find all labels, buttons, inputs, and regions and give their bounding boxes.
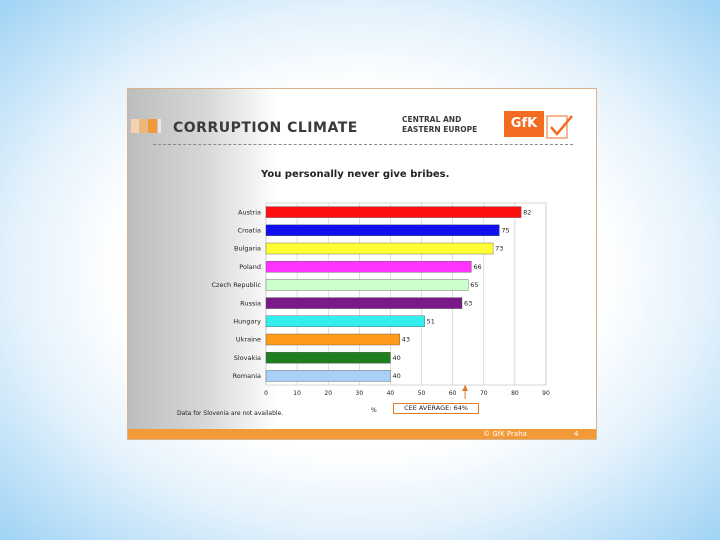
bar bbox=[265, 352, 391, 364]
bar bbox=[265, 315, 425, 328]
bar bbox=[265, 279, 469, 291]
slide: CORRUPTION CLIMATE CENTRAL AND EASTERN E… bbox=[127, 88, 597, 440]
category-label: Hungary bbox=[233, 318, 261, 326]
region-subtitle: CENTRAL AND EASTERN EUROPE bbox=[402, 115, 497, 135]
category-label: Austria bbox=[238, 208, 261, 216]
average-label-box: CEE AVERAGE: 64% bbox=[393, 403, 479, 414]
value-label: 65 bbox=[470, 281, 478, 289]
page-number: 4 bbox=[574, 430, 579, 438]
category-label: Slovakia bbox=[234, 354, 261, 362]
checkmark-icon bbox=[546, 115, 573, 139]
left-gradient-band bbox=[128, 89, 278, 429]
subtitle-line-2: EASTERN EUROPE bbox=[402, 125, 478, 134]
x-tick-label: 20 bbox=[324, 390, 332, 397]
x-tick-label: 90 bbox=[542, 390, 550, 397]
x-tick-label: 60 bbox=[449, 390, 457, 397]
average-arrow-icon bbox=[462, 385, 469, 391]
category-label: Ukraine bbox=[236, 336, 261, 344]
gfk-logo-box: GfK bbox=[504, 111, 544, 137]
x-tick-label: 40 bbox=[387, 390, 395, 397]
category-label: Croatia bbox=[238, 227, 261, 235]
footer-copyright: © GfK Praha bbox=[483, 430, 527, 438]
bar bbox=[265, 260, 472, 273]
bar bbox=[265, 333, 400, 346]
bar-chart: 0 10 20 30 40 50 60 70 80 90 Austria 82 Croatia 75 Bul… bbox=[212, 202, 550, 399]
value-label: 73 bbox=[495, 245, 503, 253]
x-tick-label: 80 bbox=[511, 390, 519, 397]
x-tick-label: 50 bbox=[418, 390, 426, 397]
x-tick-label: 0 bbox=[264, 390, 268, 397]
category-label: Romania bbox=[233, 372, 261, 380]
value-label: 66 bbox=[473, 263, 481, 271]
value-label: 40 bbox=[392, 372, 400, 380]
x-tick-label: 70 bbox=[480, 390, 488, 397]
bar bbox=[265, 370, 391, 382]
value-label: 43 bbox=[402, 336, 410, 344]
x-axis-unit-label: % bbox=[371, 407, 377, 414]
x-tick-label: 10 bbox=[293, 390, 301, 397]
gfk-logo: GfK bbox=[504, 107, 574, 143]
value-label: 63 bbox=[464, 299, 472, 307]
value-label: 51 bbox=[427, 318, 435, 326]
bar bbox=[265, 206, 522, 218]
footer-bar bbox=[128, 429, 596, 439]
value-label: 75 bbox=[501, 227, 509, 235]
bar bbox=[265, 297, 463, 309]
footnote: Data for Slovenia are not available. bbox=[177, 410, 284, 417]
chart-title: You personally never give bribes. bbox=[261, 169, 450, 180]
category-label: Bulgaria bbox=[234, 245, 261, 253]
subtitle-line-1: CENTRAL AND bbox=[402, 115, 462, 124]
page-title: CORRUPTION CLIMATE bbox=[173, 120, 358, 136]
bar bbox=[265, 242, 494, 255]
value-label: 82 bbox=[523, 208, 531, 216]
category-label: Czech Republic bbox=[212, 281, 262, 289]
header-divider bbox=[153, 144, 573, 145]
category-label: Russia bbox=[240, 299, 261, 307]
bar bbox=[265, 224, 500, 237]
category-label: Poland bbox=[239, 263, 261, 271]
value-label: 40 bbox=[392, 354, 400, 362]
x-tick-label: 30 bbox=[356, 390, 364, 397]
